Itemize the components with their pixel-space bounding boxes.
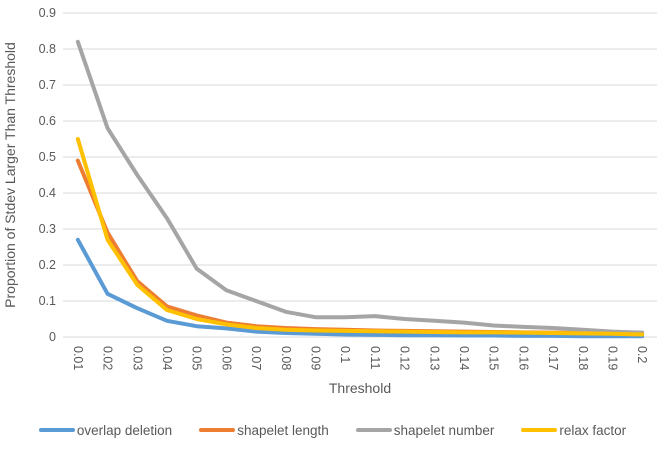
- x-tick-label: 0.03: [130, 346, 144, 370]
- x-tick-label: 0.16: [516, 346, 530, 370]
- x-tick-label: 0.02: [101, 346, 115, 370]
- legend-label: overlap deletion: [76, 422, 173, 438]
- y-tick-label: 0.8: [39, 42, 56, 56]
- x-tick-label: 0.08: [279, 346, 293, 370]
- y-tick-label: 0.7: [39, 78, 56, 92]
- legend-label: relax factor: [559, 422, 627, 438]
- y-axis-tick-labels: 0 0.1 0.2 0.3 0.4 0.5 0.6 0.7 0.8 0.9: [39, 6, 56, 344]
- x-tick-label: 0.17: [546, 346, 560, 370]
- legend-line-swatch-blue: [38, 427, 75, 433]
- x-tick-label: 0.14: [457, 346, 471, 370]
- x-tick-label: 0.05: [190, 346, 204, 370]
- x-tick-label: 0.06: [219, 346, 233, 370]
- y-tick-label: 0.1: [39, 294, 56, 308]
- x-axis-title: Threshold: [329, 380, 391, 396]
- legend-label: shapelet number: [393, 422, 495, 438]
- x-tick-label: 0.07: [249, 346, 263, 370]
- series-line-overlap-deletion: [75, 237, 645, 339]
- x-tick-label: 0.19: [605, 346, 619, 370]
- legend-line-swatch-orange: [199, 427, 236, 433]
- x-tick-label: 0.04: [160, 346, 174, 370]
- y-tick-label: 0: [49, 330, 56, 344]
- gridlines: [63, 12, 657, 338]
- x-tick-label: 0.15: [487, 346, 501, 370]
- y-tick-label: 0.6: [39, 114, 56, 128]
- y-axis-title: Proportion of Stdev Larger Than Threshol…: [2, 42, 18, 308]
- legend-item-overlap-deletion: overlap deletion: [38, 422, 173, 438]
- legend-item-relax-factor: relax factor: [521, 423, 626, 438]
- legend-item-shapelet-length: shapelet length: [199, 423, 329, 438]
- series-lines: [75, 39, 645, 339]
- legend-line-swatch-yellow: [521, 427, 558, 433]
- legend-line-swatch-gray: [355, 427, 392, 433]
- y-tick-label: 0.4: [39, 186, 56, 200]
- chart-plot-area: 00.10.20.30.40.50.60.70.80.9 0.01 0.02 0.0…: [2, 6, 657, 396]
- chart-legend: overlap deletion shapelet length shapele…: [0, 414, 665, 446]
- y-tick-label: 0.9: [39, 6, 56, 20]
- y-tick-label: 0.3: [39, 222, 56, 236]
- y-tick-label: 0.2: [39, 258, 56, 272]
- x-tick-label: 0.12: [398, 346, 412, 370]
- x-tick-label: 0.11: [368, 346, 382, 369]
- legend-item-shapelet-number: shapelet number: [355, 422, 495, 438]
- series-line-shapelet-number: [75, 39, 645, 335]
- x-tick-label: 0.01: [71, 346, 85, 370]
- x-tick-label: 0.18: [576, 346, 590, 370]
- x-axis-tick-labels: 0.01 0.02 0.03 0.04 0.05 0.06 0.07 0.08 0.09 0.1 0…: [71, 346, 649, 370]
- legend-label: shapelet length: [237, 422, 329, 438]
- series-line-relax-factor: [75, 137, 645, 337]
- x-tick-label: 0.2: [635, 346, 649, 363]
- x-tick-label: 0.13: [427, 346, 441, 370]
- x-tick-label: 0.09: [308, 346, 322, 370]
- y-tick-label: 0.5: [39, 150, 56, 164]
- x-tick-label: 0.1: [338, 346, 352, 363]
